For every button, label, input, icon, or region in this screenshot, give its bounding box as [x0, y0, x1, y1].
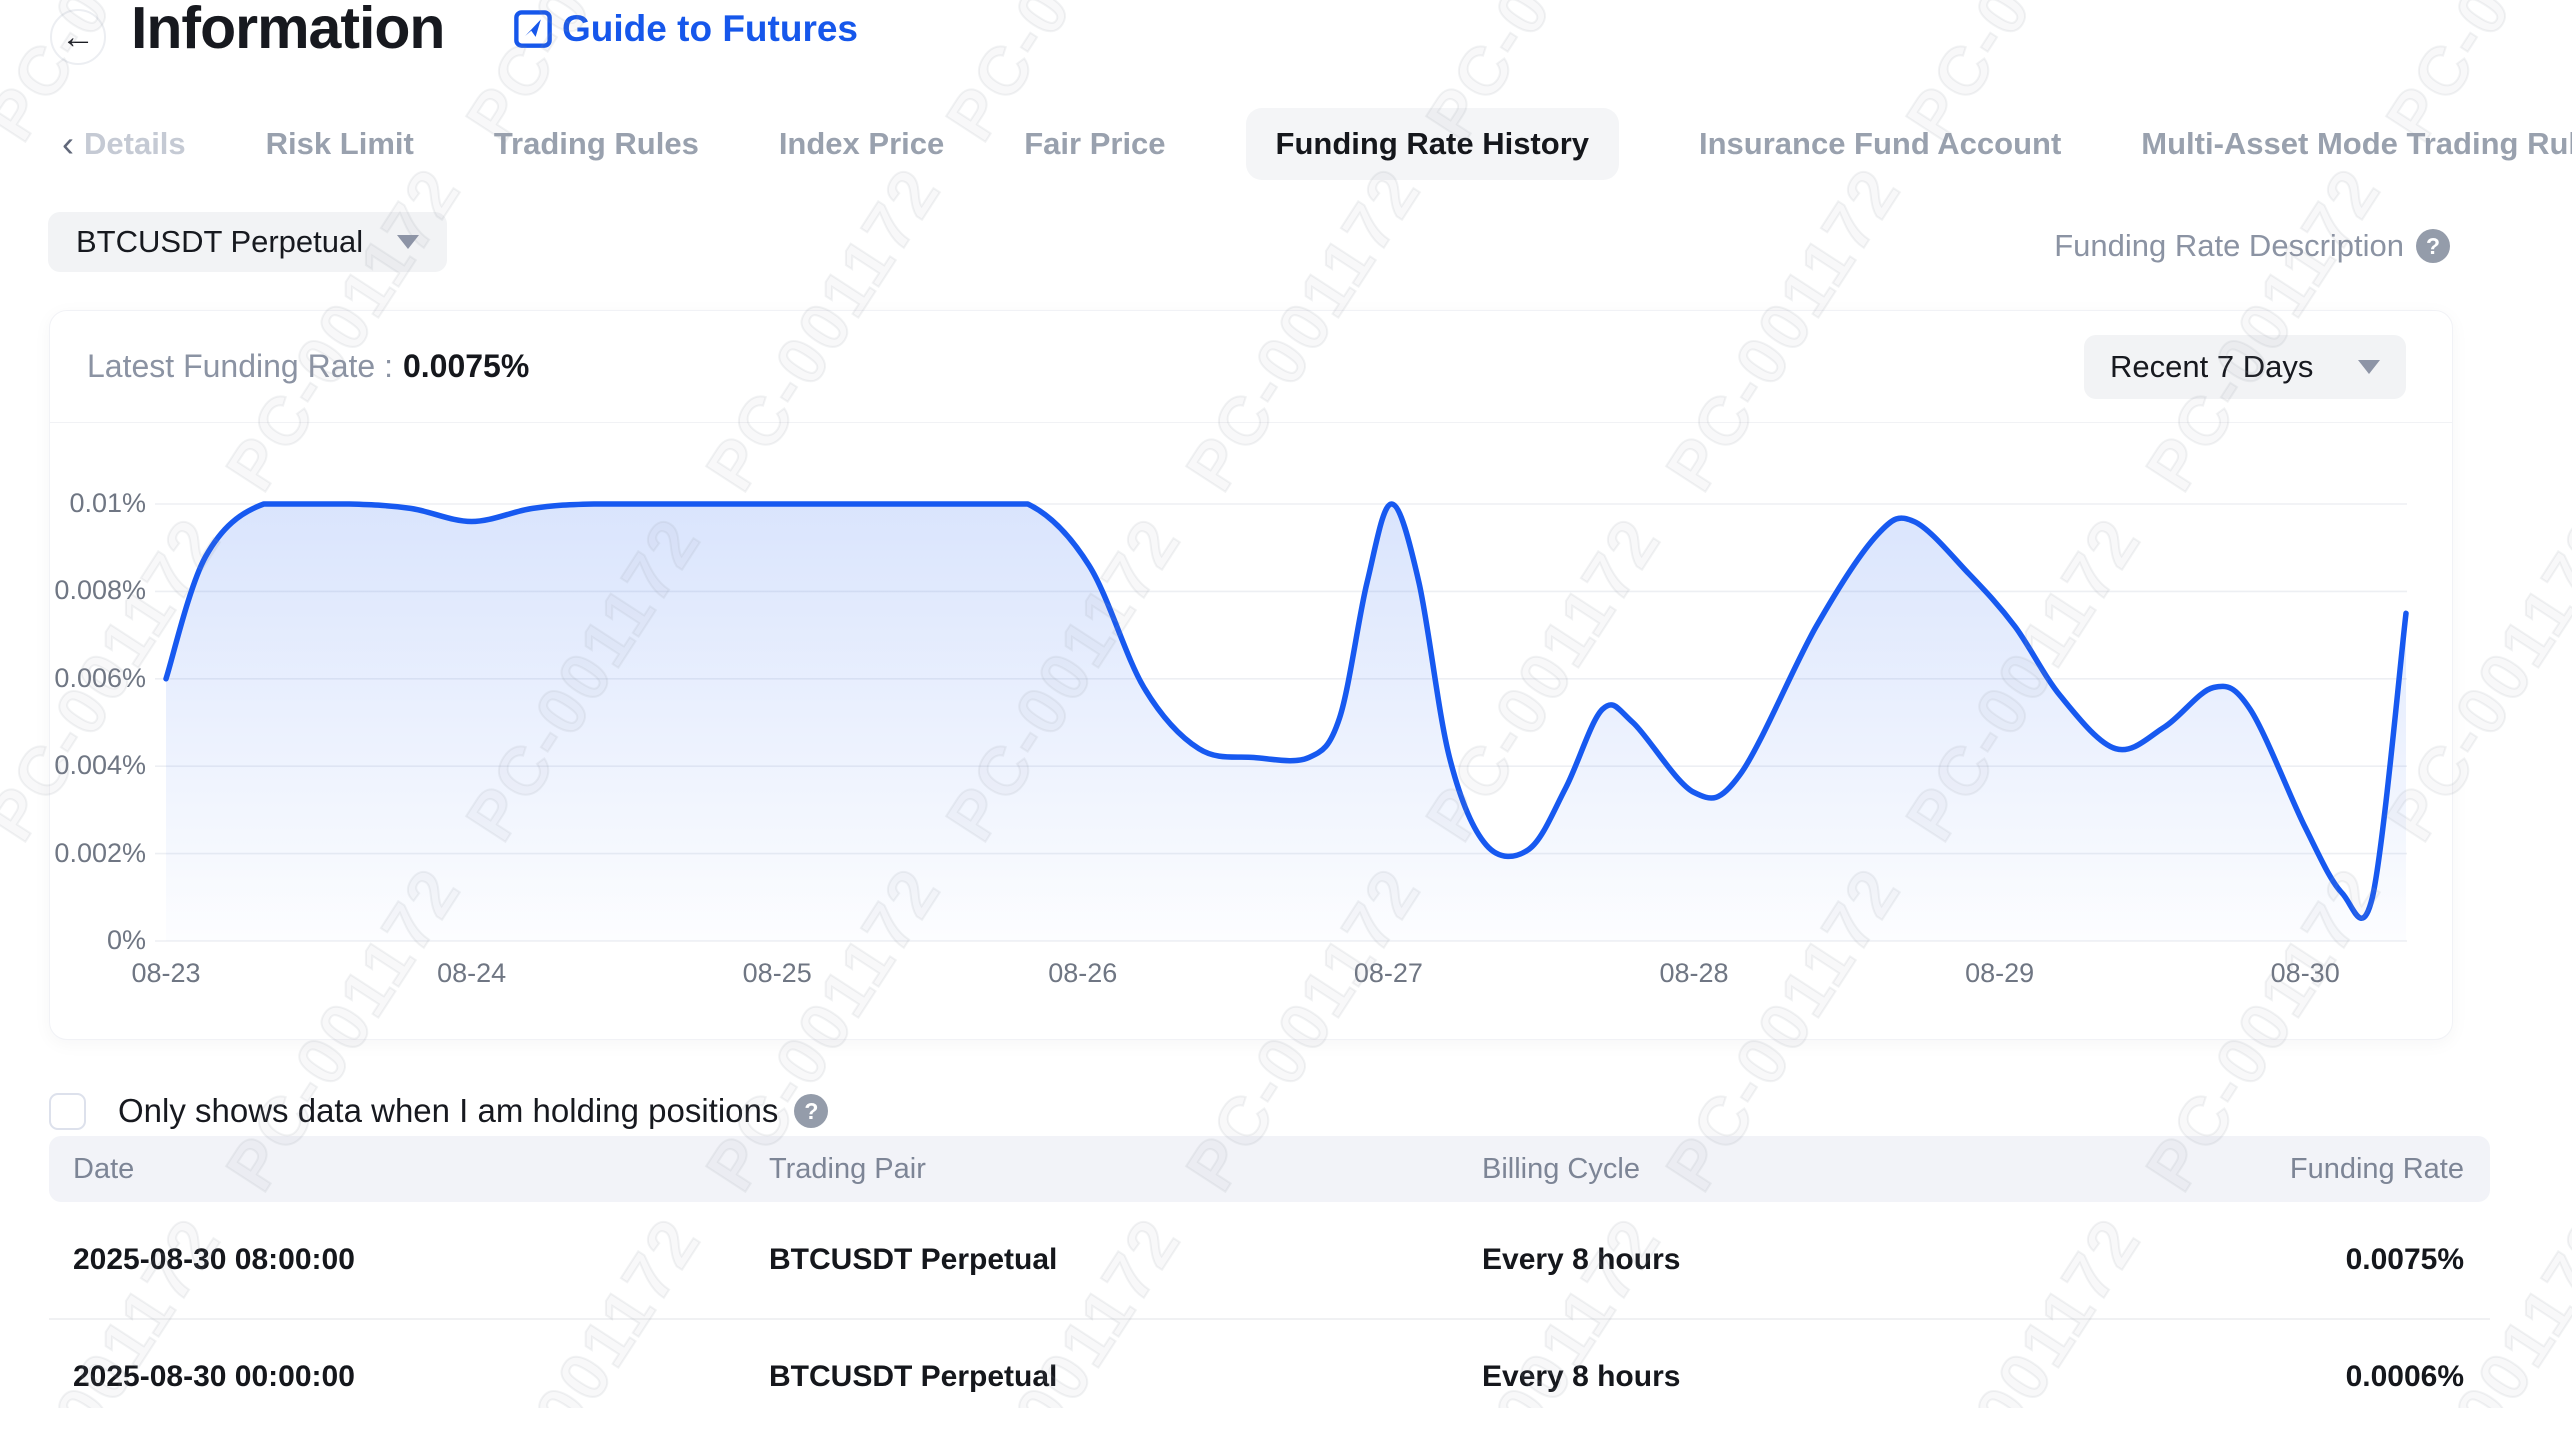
latest-funding-rate: Latest Funding Rate : 0.0075%: [87, 348, 529, 385]
question-mark-icon: ?: [2416, 229, 2450, 263]
column-header-date: Date: [49, 1153, 745, 1186]
page-title: Information: [131, 0, 444, 62]
y-axis-tick-label: 0.006%: [50, 663, 146, 694]
tab-trading-rules[interactable]: Trading Rules: [494, 126, 699, 162]
range-dropdown-value: Recent 7 Days: [2110, 349, 2313, 385]
funding-rate-chart: 0.01% 0.008% 0.006% 0.004% 0.002% 0%08-23 08-2…: [50, 461, 2454, 1001]
column-header-trading-pair: Trading Pair: [745, 1153, 1458, 1186]
cell-billing-cycle: Every 8 hours: [1458, 1243, 2126, 1277]
funding-rate-table: Date Trading Pair Billing Cycle Funding …: [49, 1136, 2490, 1434]
table-row: 2025-08-30 00:00:00 BTCUSDT Perpetual Ev…: [49, 1318, 2490, 1434]
back-arrow-icon: ←: [61, 18, 95, 57]
tab-bar: ‹ Details Risk Limit Trading Rules Index…: [62, 108, 2572, 180]
latest-funding-rate-value: 0.0075%: [403, 348, 529, 385]
x-axis-tick-label: 08-23: [131, 958, 200, 989]
y-axis-tick-label: 0%: [50, 925, 146, 956]
cell-date: 2025-08-30 00:00:00: [49, 1360, 745, 1394]
y-axis-tick-label: 0.008%: [50, 575, 146, 606]
tab-multi-asset-mode-trading-rules[interactable]: Multi-Asset Mode Trading Rules: [2141, 126, 2572, 162]
column-header-billing-cycle: Billing Cycle: [1458, 1153, 2126, 1186]
y-axis-tick-label: 0.002%: [50, 838, 146, 869]
y-axis-tick-label: 0.01%: [50, 488, 146, 519]
cell-funding-rate: 0.0075%: [2126, 1243, 2490, 1277]
chevron-left-icon[interactable]: ‹: [62, 126, 74, 162]
guide-to-futures-icon: [512, 8, 554, 50]
x-axis-tick-label: 08-27: [1354, 958, 1423, 989]
cell-date: 2025-08-30 08:00:00: [49, 1243, 745, 1277]
holding-positions-checkbox[interactable]: [49, 1093, 86, 1130]
x-axis-tick-label: 08-26: [1048, 958, 1117, 989]
back-button[interactable]: ←: [50, 9, 106, 65]
tab-fair-price[interactable]: Fair Price: [1024, 126, 1165, 162]
column-header-funding-rate: Funding Rate: [2126, 1153, 2490, 1186]
question-mark-icon: ?: [794, 1094, 828, 1128]
tab-risk-limit[interactable]: Risk Limit: [266, 126, 414, 162]
range-dropdown[interactable]: Recent 7 Days: [2084, 335, 2406, 399]
tab-details[interactable]: Details: [84, 126, 186, 162]
caret-down-icon: [2358, 360, 2380, 374]
cell-trading-pair: BTCUSDT Perpetual: [745, 1243, 1458, 1277]
guide-to-futures-link[interactable]: Guide to Futures: [512, 8, 858, 50]
symbol-dropdown-value: BTCUSDT Perpetual: [76, 224, 363, 260]
guide-to-futures-label: Guide to Futures: [562, 8, 858, 50]
holding-positions-label: Only shows data when I am holding positi…: [118, 1092, 778, 1130]
funding-rate-description-link[interactable]: Funding Rate Description ?: [2054, 228, 2450, 264]
symbol-dropdown[interactable]: BTCUSDT Perpetual: [48, 212, 447, 272]
funding-rate-card: Latest Funding Rate : 0.0075% Recent 7 D…: [49, 310, 2453, 1040]
table-header-row: Date Trading Pair Billing Cycle Funding …: [49, 1136, 2490, 1202]
cell-trading-pair: BTCUSDT Perpetual: [745, 1360, 1458, 1394]
x-axis-tick-label: 08-24: [437, 958, 506, 989]
latest-funding-rate-label: Latest Funding Rate :: [87, 348, 393, 385]
table-row: 2025-08-30 08:00:00 BTCUSDT Perpetual Ev…: [49, 1202, 2490, 1318]
x-axis-tick-label: 08-29: [1965, 958, 2034, 989]
x-axis-tick-label: 08-30: [2271, 958, 2340, 989]
cell-funding-rate: 0.0006%: [2126, 1360, 2490, 1394]
x-axis-tick-label: 08-25: [743, 958, 812, 989]
caret-down-icon: [397, 235, 419, 249]
y-axis-tick-label: 0.004%: [50, 750, 146, 781]
tab-funding-rate-history[interactable]: Funding Rate History: [1246, 108, 1619, 180]
tab-index-price[interactable]: Index Price: [779, 126, 944, 162]
funding-rate-chart-canvas: [50, 461, 2454, 1001]
cell-billing-cycle: Every 8 hours: [1458, 1360, 2126, 1394]
holding-positions-filter: Only shows data when I am holding positi…: [49, 1092, 828, 1130]
tab-insurance-fund-account[interactable]: Insurance Fund Account: [1699, 126, 2061, 162]
funding-rate-description-label: Funding Rate Description: [2054, 228, 2404, 264]
x-axis-tick-label: 08-28: [1659, 958, 1728, 989]
chart-card-header: Latest Funding Rate : 0.0075% Recent 7 D…: [50, 311, 2452, 423]
